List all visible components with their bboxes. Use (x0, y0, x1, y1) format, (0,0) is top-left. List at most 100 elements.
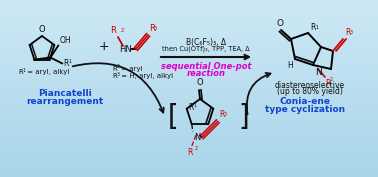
Bar (0, 57, 378, 58)
Bar (0, 74, 378, 75)
Bar (0, 55, 378, 56)
Text: O: O (197, 78, 203, 87)
Text: 1: 1 (68, 59, 71, 64)
Bar (0, 14, 378, 15)
Bar (0, 129, 378, 130)
Bar (0, 114, 378, 115)
Bar (0, 142, 378, 143)
Text: R: R (64, 59, 69, 68)
Bar (0, 20, 378, 21)
Bar (0, 5, 378, 6)
Bar (0, 51, 378, 52)
Text: reaction: reaction (186, 69, 226, 78)
Bar (0, 127, 378, 128)
Bar (0, 75, 378, 76)
Bar (0, 67, 378, 68)
Bar (0, 103, 378, 104)
Bar (0, 73, 378, 74)
Text: N: N (315, 68, 322, 77)
Bar (0, 70, 378, 71)
Bar (0, 106, 378, 107)
Bar (0, 24, 378, 25)
Bar (0, 107, 378, 108)
Bar (0, 77, 378, 78)
Bar (0, 35, 378, 36)
Bar (0, 30, 378, 31)
Bar (0, 171, 378, 172)
Bar (0, 76, 378, 77)
Text: Piancatelli: Piancatelli (38, 90, 92, 98)
Bar (0, 150, 378, 151)
Text: ]: ] (237, 103, 253, 131)
Bar (0, 163, 378, 164)
Bar (0, 113, 378, 114)
Bar (0, 41, 378, 42)
Bar (0, 134, 378, 135)
Bar (0, 111, 378, 112)
Bar (0, 47, 378, 48)
Bar (0, 154, 378, 155)
Bar (0, 1, 378, 2)
Bar (0, 156, 378, 157)
Bar (0, 39, 378, 40)
Bar (0, 128, 378, 129)
Text: type cyclization: type cyclization (265, 105, 345, 115)
Bar (0, 56, 378, 57)
Bar (0, 93, 378, 94)
Bar (0, 12, 378, 13)
Bar (0, 161, 378, 162)
Bar (0, 176, 378, 177)
Bar (0, 152, 378, 153)
Text: B(C₆F₅)₃, Δ: B(C₆F₅)₃, Δ (186, 38, 226, 47)
Bar (0, 126, 378, 127)
Bar (0, 165, 378, 166)
Bar (0, 117, 378, 118)
Text: 1: 1 (23, 67, 25, 73)
Bar (0, 21, 378, 22)
Bar (0, 149, 378, 150)
Text: 2: 2 (195, 146, 198, 151)
Bar (0, 48, 378, 49)
Bar (0, 153, 378, 154)
Bar (0, 79, 378, 80)
Text: = aryl: = aryl (119, 66, 143, 72)
Bar (0, 168, 378, 169)
Bar (0, 28, 378, 29)
Bar (0, 144, 378, 145)
Bar (0, 68, 378, 69)
Bar (0, 52, 378, 53)
Text: HN: HN (119, 44, 132, 53)
Text: O: O (39, 25, 45, 34)
Bar (0, 98, 378, 99)
Text: 3: 3 (350, 30, 353, 35)
Text: 2: 2 (116, 64, 119, 70)
Bar (0, 60, 378, 61)
Bar (0, 7, 378, 8)
Bar (0, 34, 378, 35)
Bar (0, 63, 378, 64)
Bar (0, 61, 378, 62)
Bar (0, 59, 378, 60)
Text: 1: 1 (194, 103, 197, 108)
Text: diastereoselective: diastereoselective (275, 81, 345, 90)
Bar (0, 123, 378, 124)
Bar (0, 69, 378, 70)
Bar (0, 138, 378, 139)
Text: sequential One-pot: sequential One-pot (161, 62, 251, 71)
Bar (0, 91, 378, 92)
Bar (0, 6, 378, 7)
Bar (0, 43, 378, 44)
Bar (0, 11, 378, 12)
Bar (0, 109, 378, 110)
Bar (0, 137, 378, 138)
Bar (0, 81, 378, 82)
Text: R: R (18, 69, 23, 75)
Bar (0, 10, 378, 11)
Bar (0, 31, 378, 32)
Bar (0, 151, 378, 152)
Bar (0, 169, 378, 170)
Bar (0, 100, 378, 101)
Bar (0, 46, 378, 47)
Bar (0, 4, 378, 5)
Bar (0, 102, 378, 103)
